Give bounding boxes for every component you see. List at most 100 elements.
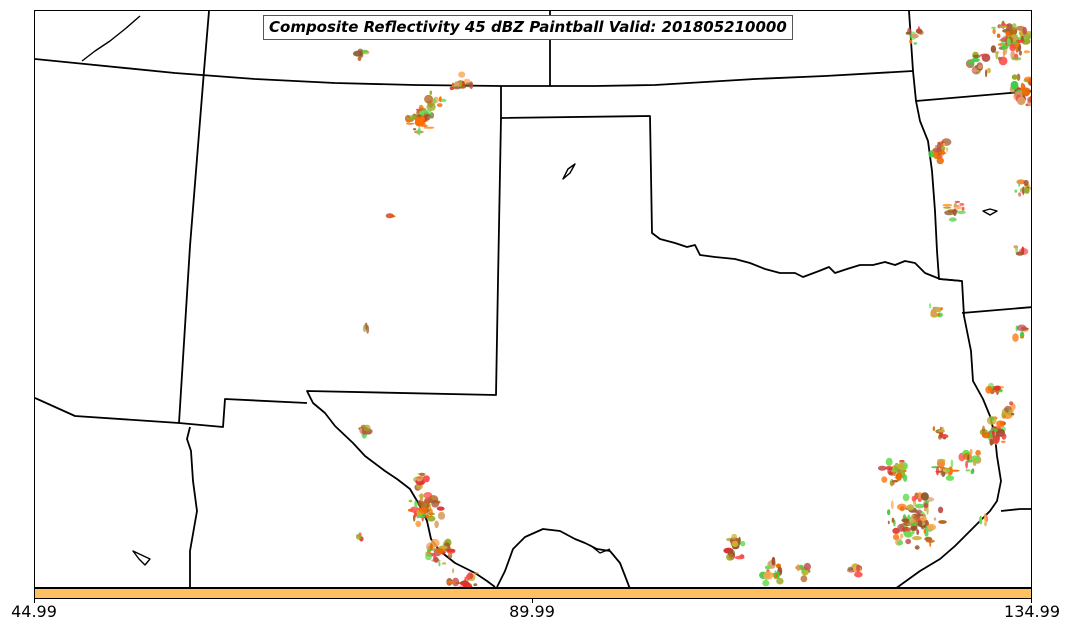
precip-echo	[990, 390, 999, 393]
precip-layer	[353, 20, 1031, 587]
precip-echo	[941, 138, 952, 146]
precip-echo	[985, 69, 988, 78]
precip-echo	[933, 517, 937, 521]
precip-echo	[1013, 245, 1019, 249]
precip-echo	[434, 520, 439, 529]
precip-echo	[894, 462, 900, 471]
precip-echo	[926, 506, 929, 515]
precip-echo	[901, 518, 910, 523]
precip-echo	[424, 126, 435, 129]
precip-echo	[431, 499, 440, 508]
precip-echo	[1022, 26, 1027, 35]
precip-echo	[938, 520, 947, 524]
precip-echo	[916, 529, 920, 535]
precip-echo	[895, 472, 903, 481]
precip-echo	[942, 142, 946, 146]
precip-echo	[357, 56, 362, 61]
precip-echo	[775, 573, 778, 578]
precip-echo	[970, 469, 974, 475]
colorbar-tick-mark	[532, 599, 533, 603]
lake-outline	[132, 550, 151, 566]
precip-echo	[889, 478, 894, 487]
precip-echo	[1019, 336, 1024, 339]
precip-echo	[1009, 401, 1014, 406]
precip-echo	[910, 525, 918, 531]
precip-echo	[899, 506, 905, 512]
precip-echo	[1014, 189, 1018, 193]
precip-echo	[427, 515, 436, 522]
precip-echo	[985, 385, 993, 394]
precip-echo	[426, 102, 436, 112]
precip-echo	[455, 582, 465, 584]
precip-echo	[408, 499, 413, 503]
precip-echo	[356, 533, 362, 540]
precip-echo	[887, 520, 890, 525]
precip-echo	[440, 98, 447, 102]
precip-echo	[928, 150, 935, 158]
colorbar-tick-max: 134.99	[1004, 602, 1060, 621]
precip-echo	[997, 432, 1006, 436]
precip-echo	[977, 64, 983, 69]
border-line	[1000, 508, 1031, 512]
precip-echo	[419, 472, 425, 477]
precip-echo	[1011, 74, 1018, 80]
precip-echo	[435, 548, 445, 554]
lake-outline	[562, 163, 576, 180]
precip-echo	[763, 571, 774, 580]
precip-echo	[433, 557, 439, 563]
precip-echo	[943, 206, 952, 209]
precip-echo	[923, 528, 926, 534]
precip-echo	[993, 385, 1001, 391]
precip-echo	[854, 571, 863, 578]
precip-echo	[984, 521, 987, 527]
precip-echo	[1016, 73, 1021, 81]
precip-echo	[416, 108, 420, 111]
precip-echo	[945, 147, 949, 152]
precip-echo	[986, 67, 991, 74]
precip-echo	[997, 56, 1002, 61]
colorbar-tick-mid: 89.99	[509, 602, 555, 621]
precip-echo	[417, 500, 422, 507]
border-line	[896, 100, 1002, 587]
precip-echo	[406, 117, 415, 121]
precip-echo	[989, 438, 994, 446]
precip-echo	[1021, 87, 1031, 96]
precip-echo	[452, 568, 455, 574]
precip-echo	[906, 504, 915, 511]
precip-echo	[1026, 186, 1030, 189]
precip-echo	[451, 82, 455, 87]
precip-echo	[931, 309, 936, 316]
precip-echo	[803, 562, 812, 571]
precip-echo	[972, 458, 977, 466]
precip-echo	[917, 26, 921, 33]
precip-echo	[956, 210, 966, 214]
precip-echo	[422, 110, 432, 115]
precip-echo	[429, 543, 433, 551]
precip-echo	[999, 25, 1008, 29]
precip-echo	[924, 500, 929, 504]
border-line	[35, 397, 308, 428]
precip-echo	[1023, 179, 1029, 187]
precip-echo	[969, 448, 973, 456]
precip-echo	[464, 576, 467, 585]
precip-echo	[436, 506, 445, 511]
precip-echo	[415, 520, 422, 528]
precip-echo	[903, 530, 913, 538]
precip-echo	[463, 582, 473, 587]
precip-echo	[915, 509, 923, 514]
precip-echo	[1023, 50, 1030, 54]
precip-echo	[452, 577, 460, 587]
precip-echo	[962, 453, 973, 460]
precip-echo	[433, 98, 437, 103]
precip-echo	[951, 469, 960, 472]
precip-echo	[983, 513, 987, 522]
precip-echo	[996, 33, 1001, 38]
precip-echo	[856, 564, 861, 573]
precip-echo	[953, 202, 958, 207]
precip-echo	[902, 474, 908, 482]
precip-echo	[941, 152, 947, 154]
precip-echo	[969, 60, 975, 66]
precip-echo	[887, 509, 891, 516]
precip-echo	[463, 78, 471, 84]
precip-echo	[914, 545, 920, 550]
